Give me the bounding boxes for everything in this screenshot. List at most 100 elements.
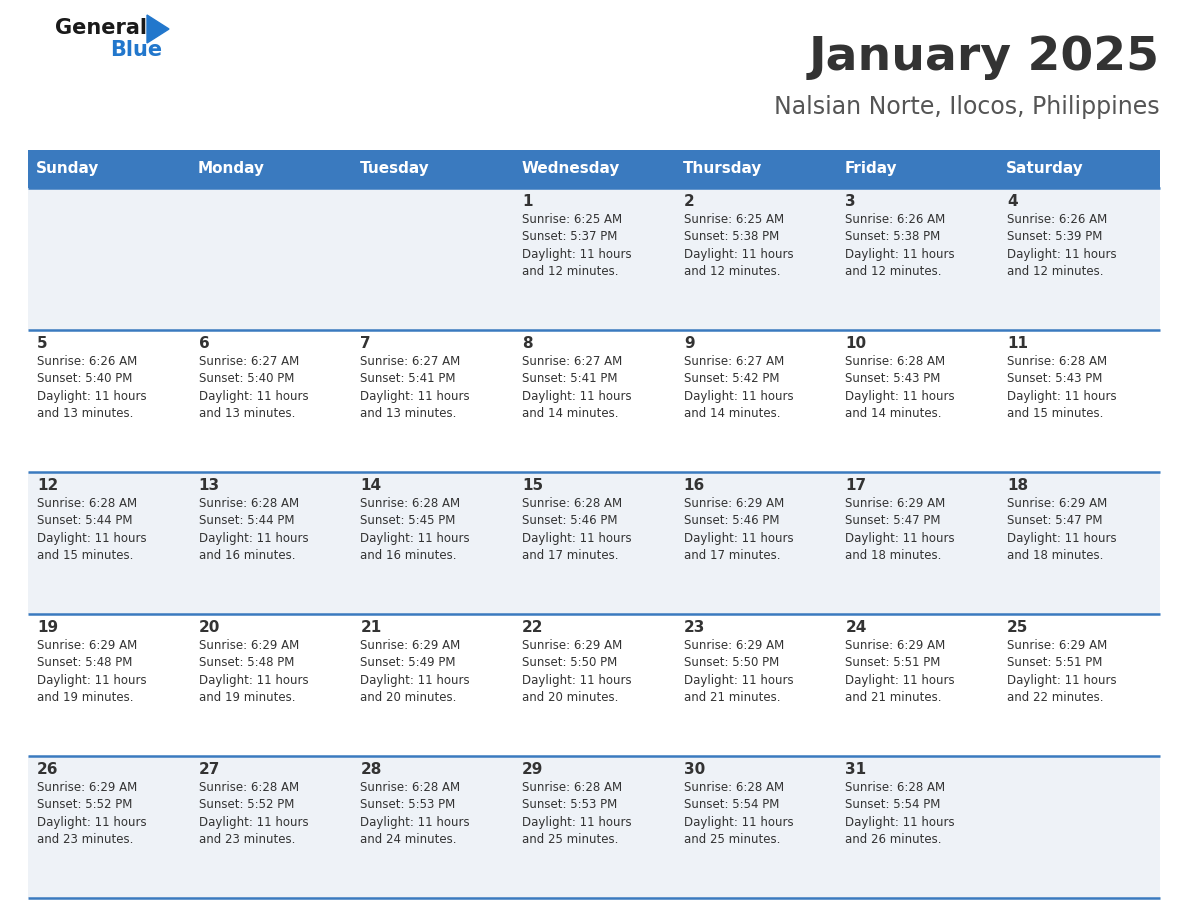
Text: January 2025: January 2025	[809, 35, 1159, 80]
Bar	[190, 756, 352, 898]
Bar	[190, 614, 352, 756]
Text: 7: 7	[360, 335, 371, 351]
Text: Sunset: 5:40 PM: Sunset: 5:40 PM	[198, 373, 293, 386]
Text: Sunset: 5:53 PM: Sunset: 5:53 PM	[360, 799, 455, 812]
Bar	[29, 330, 190, 472]
Text: and 14 minutes.: and 14 minutes.	[846, 408, 942, 420]
Text: and 16 minutes.: and 16 minutes.	[360, 549, 457, 562]
Text: 12: 12	[37, 477, 58, 492]
Bar	[29, 472, 190, 614]
Text: Blue: Blue	[110, 40, 162, 60]
Text: Daylight: 11 hours: Daylight: 11 hours	[37, 390, 146, 403]
Text: Daylight: 11 hours: Daylight: 11 hours	[198, 390, 308, 403]
Text: Daylight: 11 hours: Daylight: 11 hours	[846, 248, 955, 261]
Bar	[836, 614, 998, 756]
Text: Sunset: 5:49 PM: Sunset: 5:49 PM	[360, 656, 456, 669]
Text: Daylight: 11 hours: Daylight: 11 hours	[37, 674, 146, 687]
Text: Daylight: 11 hours: Daylight: 11 hours	[846, 532, 955, 544]
Text: 26: 26	[37, 762, 58, 777]
Bar	[998, 614, 1159, 756]
Bar	[836, 756, 998, 898]
Text: Sunset: 5:39 PM: Sunset: 5:39 PM	[1007, 230, 1102, 243]
Text: Sunset: 5:45 PM: Sunset: 5:45 PM	[360, 514, 456, 527]
Text: and 24 minutes.: and 24 minutes.	[360, 834, 457, 846]
Text: Wednesday: Wednesday	[522, 162, 620, 176]
Text: and 12 minutes.: and 12 minutes.	[522, 265, 619, 278]
Text: and 21 minutes.: and 21 minutes.	[684, 691, 781, 704]
Bar	[675, 188, 836, 330]
Text: Sunset: 5:48 PM: Sunset: 5:48 PM	[198, 656, 293, 669]
Text: 2: 2	[684, 194, 695, 208]
Text: Sunrise: 6:29 AM: Sunrise: 6:29 AM	[37, 639, 137, 652]
Text: Sunrise: 6:29 AM: Sunrise: 6:29 AM	[522, 639, 623, 652]
Text: Sunset: 5:44 PM: Sunset: 5:44 PM	[37, 514, 132, 527]
Text: Sunrise: 6:29 AM: Sunrise: 6:29 AM	[37, 780, 137, 794]
Text: Sunrise: 6:25 AM: Sunrise: 6:25 AM	[684, 213, 784, 226]
Text: and 19 minutes.: and 19 minutes.	[37, 691, 133, 704]
Text: Daylight: 11 hours: Daylight: 11 hours	[846, 816, 955, 829]
Text: Sunrise: 6:28 AM: Sunrise: 6:28 AM	[846, 780, 946, 794]
Text: Sunrise: 6:29 AM: Sunrise: 6:29 AM	[198, 639, 299, 652]
Bar	[190, 188, 352, 330]
Text: Daylight: 11 hours: Daylight: 11 hours	[522, 816, 632, 829]
Bar	[513, 330, 675, 472]
Text: Daylight: 11 hours: Daylight: 11 hours	[37, 816, 146, 829]
Text: 4: 4	[1007, 194, 1018, 208]
Text: Sunrise: 6:28 AM: Sunrise: 6:28 AM	[684, 780, 784, 794]
Text: and 18 minutes.: and 18 minutes.	[1007, 549, 1104, 562]
Text: Daylight: 11 hours: Daylight: 11 hours	[684, 390, 794, 403]
Text: 27: 27	[198, 762, 220, 777]
Text: Sunrise: 6:26 AM: Sunrise: 6:26 AM	[1007, 213, 1107, 226]
Text: Daylight: 11 hours: Daylight: 11 hours	[360, 816, 470, 829]
Text: and 20 minutes.: and 20 minutes.	[522, 691, 619, 704]
Text: 29: 29	[522, 762, 543, 777]
Bar	[352, 188, 513, 330]
Text: and 23 minutes.: and 23 minutes.	[198, 834, 295, 846]
Text: Sunset: 5:41 PM: Sunset: 5:41 PM	[522, 373, 618, 386]
Text: 30: 30	[684, 762, 704, 777]
Bar	[513, 150, 675, 188]
Text: and 20 minutes.: and 20 minutes.	[360, 691, 456, 704]
Text: Sunday: Sunday	[36, 162, 100, 176]
Text: Sunrise: 6:28 AM: Sunrise: 6:28 AM	[198, 497, 298, 509]
Text: Sunset: 5:46 PM: Sunset: 5:46 PM	[522, 514, 618, 527]
Bar	[513, 614, 675, 756]
Bar	[998, 472, 1159, 614]
Bar	[352, 150, 513, 188]
Text: Sunrise: 6:26 AM: Sunrise: 6:26 AM	[37, 354, 137, 368]
Text: Friday: Friday	[845, 162, 897, 176]
Text: and 25 minutes.: and 25 minutes.	[522, 834, 619, 846]
Bar	[998, 188, 1159, 330]
Text: Sunrise: 6:28 AM: Sunrise: 6:28 AM	[37, 497, 137, 509]
Text: Daylight: 11 hours: Daylight: 11 hours	[360, 674, 470, 687]
Text: Sunset: 5:47 PM: Sunset: 5:47 PM	[1007, 514, 1102, 527]
Text: 10: 10	[846, 335, 866, 351]
Text: 13: 13	[198, 477, 220, 492]
Bar	[998, 756, 1159, 898]
Text: Daylight: 11 hours: Daylight: 11 hours	[1007, 248, 1117, 261]
Text: Sunrise: 6:29 AM: Sunrise: 6:29 AM	[846, 497, 946, 509]
Bar	[998, 330, 1159, 472]
Bar	[29, 188, 190, 330]
Text: Sunrise: 6:29 AM: Sunrise: 6:29 AM	[846, 639, 946, 652]
Bar	[513, 188, 675, 330]
Text: 9: 9	[684, 335, 694, 351]
Text: Daylight: 11 hours: Daylight: 11 hours	[684, 248, 794, 261]
Text: Sunrise: 6:25 AM: Sunrise: 6:25 AM	[522, 213, 623, 226]
Text: and 13 minutes.: and 13 minutes.	[198, 408, 295, 420]
Text: Thursday: Thursday	[683, 162, 763, 176]
Text: Sunset: 5:52 PM: Sunset: 5:52 PM	[198, 799, 293, 812]
Text: 14: 14	[360, 477, 381, 492]
Text: Sunset: 5:54 PM: Sunset: 5:54 PM	[684, 799, 779, 812]
Text: and 17 minutes.: and 17 minutes.	[684, 549, 781, 562]
Text: Sunrise: 6:28 AM: Sunrise: 6:28 AM	[1007, 354, 1107, 368]
Text: Sunrise: 6:29 AM: Sunrise: 6:29 AM	[684, 497, 784, 509]
Text: Sunrise: 6:27 AM: Sunrise: 6:27 AM	[360, 354, 461, 368]
Bar	[190, 330, 352, 472]
Polygon shape	[147, 15, 169, 43]
Text: Sunset: 5:37 PM: Sunset: 5:37 PM	[522, 230, 618, 243]
Text: and 13 minutes.: and 13 minutes.	[360, 408, 456, 420]
Text: Sunrise: 6:27 AM: Sunrise: 6:27 AM	[684, 354, 784, 368]
Text: Daylight: 11 hours: Daylight: 11 hours	[1007, 390, 1117, 403]
Text: and 12 minutes.: and 12 minutes.	[684, 265, 781, 278]
